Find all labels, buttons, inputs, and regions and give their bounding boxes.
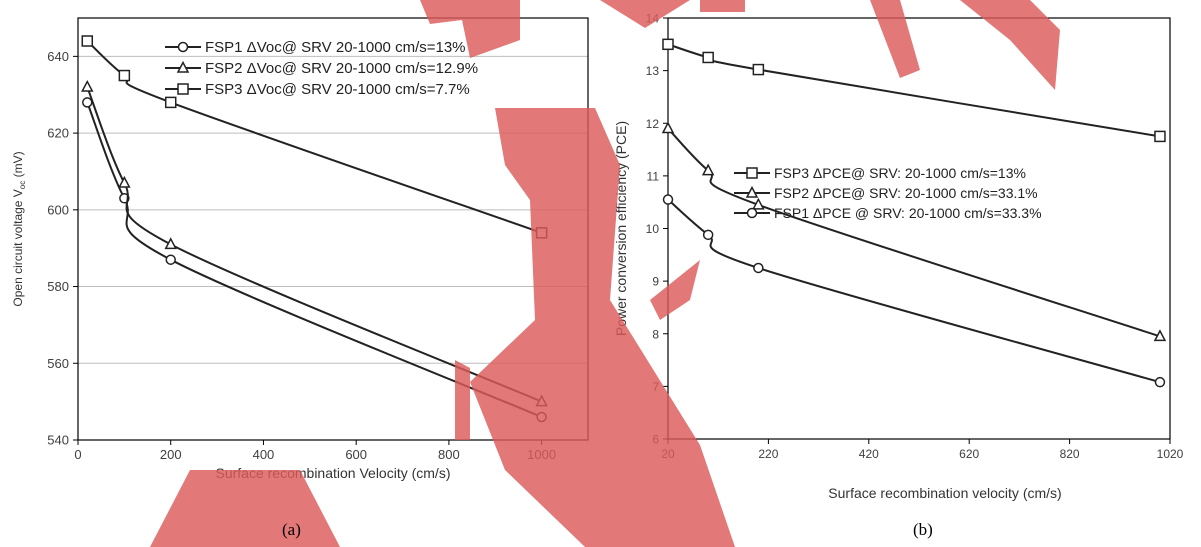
x-tick-label: 1020	[1157, 447, 1184, 461]
chart-panel-b: 20220420620820102067891011121314Surface …	[613, 12, 1184, 502]
series-line	[668, 200, 1160, 383]
data-point	[83, 98, 92, 107]
legend-label: FSP3 ΔVoc@ SRV 20-1000 cm/s=7.7%	[205, 81, 470, 98]
y-tick-label: 13	[646, 64, 660, 78]
legend-label: FSP3 ΔPCE@ SRV: 20-1000 cm/s=13%	[774, 165, 1026, 181]
legend-marker	[178, 84, 188, 94]
legend-label: FSP2 ΔPCE@ SRV: 20-1000 cm/s=33.1%	[774, 185, 1038, 201]
y-axis-label-subscript: oc	[18, 181, 27, 189]
x-tick-label: 420	[859, 447, 879, 461]
y-tick-label: 620	[47, 126, 69, 141]
series-line	[87, 102, 541, 417]
data-point	[82, 36, 92, 46]
y-axis-label-main: Open circuit voltage V	[11, 189, 25, 306]
data-point	[753, 65, 763, 75]
y-tick-label: 640	[47, 49, 69, 64]
x-tick-label: 600	[345, 447, 367, 462]
y-tick-label: 580	[47, 279, 69, 294]
y-tick-label: 560	[47, 356, 69, 371]
x-tick-label: 0	[74, 447, 81, 462]
y-tick-label: 10	[646, 222, 660, 236]
data-point	[704, 230, 713, 239]
panel-b-caption: (b)	[913, 520, 933, 540]
legend-marker	[748, 209, 757, 218]
x-axis-label: Surface recombination velocity (cm/s)	[828, 485, 1061, 501]
x-tick-label: 400	[253, 447, 275, 462]
y-axis-label-unit: (mV)	[11, 151, 25, 180]
data-point	[664, 195, 673, 204]
series-line	[668, 129, 1160, 337]
y-axis-label: Open circuit voltage Voc (mV)	[11, 151, 27, 306]
data-point	[754, 263, 763, 272]
data-point	[663, 39, 673, 49]
series-line	[87, 87, 541, 402]
y-tick-label: 9	[652, 275, 659, 289]
y-tick-label: 12	[646, 117, 660, 131]
data-point	[82, 82, 92, 92]
y-tick-label: 8	[652, 327, 659, 341]
x-tick-label: 220	[758, 447, 778, 461]
data-point	[1155, 378, 1164, 387]
legend-marker	[179, 43, 188, 52]
y-axis-label: Power conversion efficiency (PCE)	[613, 121, 629, 336]
data-point	[166, 255, 175, 264]
y-tick-label: 540	[47, 433, 69, 448]
data-point	[1155, 131, 1165, 141]
panel-a-caption: (a)	[282, 520, 301, 540]
legend-marker	[747, 168, 757, 178]
x-tick-label: 200	[160, 447, 182, 462]
x-tick-label: 620	[959, 447, 979, 461]
plot-area-border	[668, 18, 1170, 439]
data-point	[119, 71, 129, 81]
y-tick-label: 11	[647, 169, 660, 183]
data-point	[663, 123, 673, 133]
legend-label: FSP1 ΔPCE @ SRV: 20-1000 cm/s=33.3%	[774, 205, 1042, 221]
x-tick-label: 800	[438, 447, 460, 462]
y-tick-label: 600	[47, 202, 69, 217]
data-point	[119, 177, 129, 187]
data-point	[166, 97, 176, 107]
legend-label: FSP2 ΔVoc@ SRV 20-1000 cm/s=12.9%	[205, 60, 478, 77]
legend-label: FSP1 ΔVoc@ SRV 20-1000 cm/s=13%	[205, 39, 466, 56]
data-point	[703, 52, 713, 62]
x-tick-label: 820	[1060, 447, 1080, 461]
